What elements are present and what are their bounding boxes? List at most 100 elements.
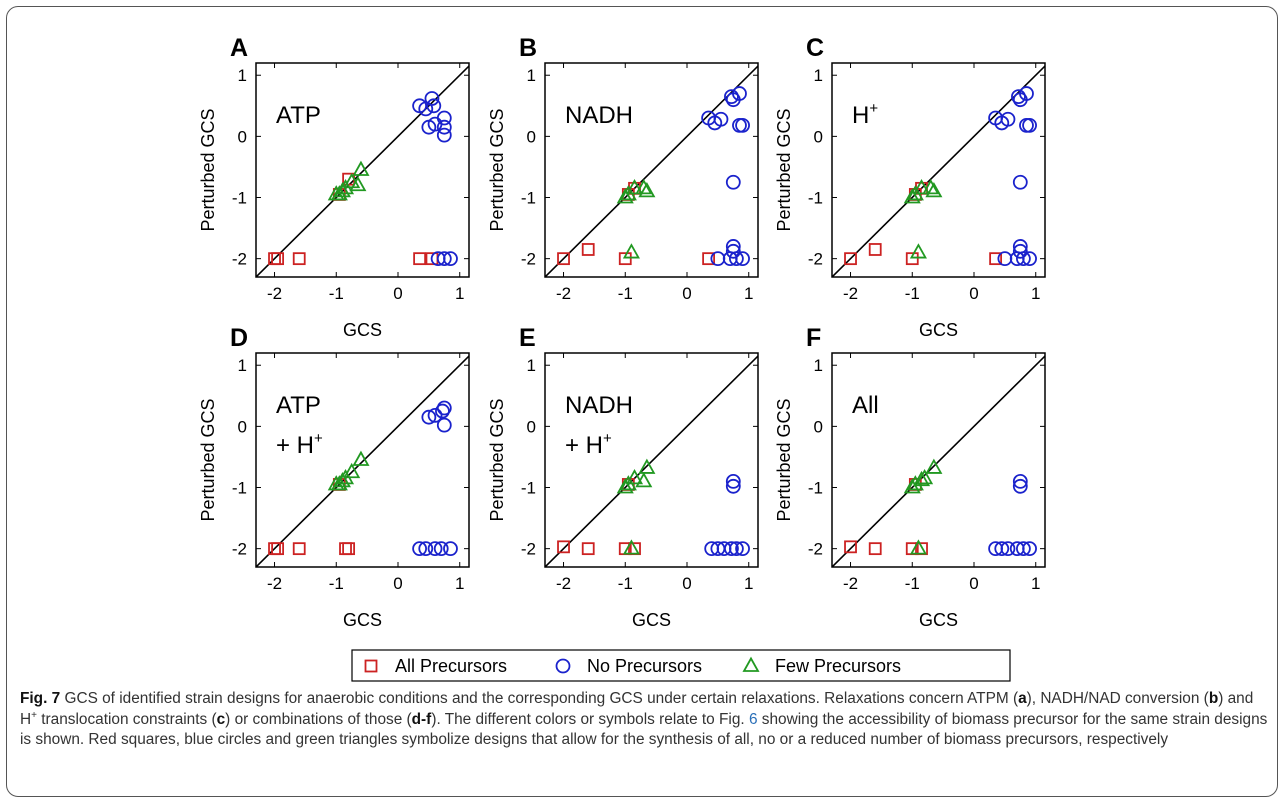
legend-item-few: Few Precursors: [742, 656, 901, 676]
point-none-precursors: [436, 127, 452, 143]
x-tick-label: 0: [969, 284, 978, 303]
x-tick-label: 0: [393, 574, 402, 593]
point-none-precursors: [1000, 541, 1016, 557]
caption-text-1: GCS of identified strain designs for ana…: [60, 690, 1019, 707]
panel-letter: B: [519, 34, 537, 62]
point-none-precursors: [1012, 473, 1028, 489]
x-tick-label: 1: [1031, 574, 1040, 593]
x-tick-label: 1: [744, 284, 753, 303]
point-few-precursors: [916, 469, 934, 485]
point-none-precursors: [1012, 243, 1028, 259]
legend-marker-circle: [555, 658, 571, 674]
point-all-precursors: [292, 252, 306, 266]
point-none-precursors: [732, 117, 747, 133]
diagonal-line: [832, 355, 1045, 567]
x-tick-label: 1: [744, 574, 753, 593]
legend-marker-square: [364, 659, 378, 673]
point-none-precursors: [424, 91, 440, 106]
point-none-precursors: [418, 541, 434, 557]
x-axis-label: GCS: [343, 610, 382, 630]
diagonal-line: [256, 355, 469, 567]
point-none-precursors: [443, 541, 458, 557]
point-none-precursors: [412, 541, 428, 557]
y-tick-label: 1: [814, 66, 823, 85]
legend: All Precursors No Precursors Few Precursor…: [351, 649, 1011, 682]
point-none-precursors: [1015, 541, 1031, 557]
point-few-precursors: [925, 458, 943, 474]
point-none-precursors: [436, 251, 452, 267]
point-few-precursors: [616, 478, 634, 494]
y-tick-label: -1: [232, 479, 247, 498]
x-tick-label: 0: [969, 574, 978, 593]
caption-text-3: ) and H: [20, 690, 1254, 728]
x-tick-label: 1: [1031, 284, 1040, 303]
point-none-precursors: [421, 409, 437, 425]
plot-frame: [544, 352, 759, 568]
point-all-precursors: [618, 252, 632, 266]
plot-frame: [831, 62, 1046, 278]
point-none-precursors: [725, 243, 741, 259]
point-all-precursors: [868, 243, 882, 256]
caption-ref-d-f: d-f: [411, 710, 432, 728]
caption-text-7: showing the accessibility of biomass pre…: [20, 710, 1268, 749]
y-axis-label: Perturbed GCS: [774, 398, 794, 521]
y-tick-label: 0: [238, 417, 247, 436]
x-axis-label: GCS: [919, 320, 958, 340]
y-tick-label: -1: [521, 479, 536, 498]
point-few-precursors: [635, 179, 653, 195]
caption-text-5: ) or combinations of those (: [225, 710, 412, 728]
y-tick-label: -2: [232, 250, 247, 269]
annotation-text: H: [852, 102, 869, 129]
annotation-superscript: +: [314, 430, 323, 447]
point-all-precursors: [342, 542, 356, 556]
point-none-precursors: [713, 111, 729, 127]
point-none-precursors: [724, 89, 739, 105]
plot-frame: [255, 352, 470, 568]
point-all-precursors: [905, 252, 919, 266]
point-few-precursors: [333, 182, 351, 198]
point-all-precursors: [339, 542, 352, 556]
y-tick-label: -2: [521, 250, 536, 269]
panel-annotation: All: [852, 392, 879, 419]
point-none-precursors: [427, 407, 443, 423]
point-none-precursors: [1011, 89, 1026, 105]
caption-ref-b: b: [1208, 690, 1219, 707]
x-tick-label: -1: [618, 284, 633, 303]
point-none-precursors: [735, 251, 750, 267]
panel-annotation: NADH: [565, 102, 633, 129]
point-all-precursors: [557, 252, 570, 266]
point-all-precursors: [292, 542, 306, 556]
panel-annotation-line2: + H+: [565, 430, 612, 459]
x-tick-label: -1: [905, 574, 920, 593]
x-tick-label: -2: [267, 284, 282, 303]
point-all-precursors: [271, 542, 285, 556]
annotation-superscript: +: [869, 100, 878, 117]
y-tick-label: -1: [521, 189, 536, 208]
diagonal-line: [545, 355, 758, 567]
point-few-precursors: [903, 188, 921, 204]
y-tick-label: 0: [238, 127, 247, 146]
point-all-precursors: [844, 252, 857, 266]
point-none-precursors: [436, 119, 452, 135]
point-few-precursors: [625, 179, 644, 195]
panel-e: -2 -2 -1 -1 0 0 1 1 E GCS Perturbed GCS NADH + H+: [487, 324, 759, 630]
x-tick-label: -2: [267, 574, 282, 593]
legend-box: [351, 649, 1011, 682]
panel-letter: D: [230, 324, 248, 352]
point-few-precursors: [903, 478, 921, 494]
point-few-precursors: [622, 539, 640, 555]
point-none-precursors: [732, 86, 747, 101]
point-none-precursors: [1000, 111, 1016, 127]
legend-marker-triangle: [742, 656, 760, 672]
panel-annotation-line2: + H+: [276, 430, 323, 459]
y-tick-label: 0: [527, 127, 536, 146]
x-axis-label: GCS: [632, 610, 671, 630]
caption-fig-6-link[interactable]: 6: [748, 710, 758, 728]
point-none-precursors: [1019, 86, 1034, 101]
y-tick-label: -1: [808, 189, 823, 208]
y-tick-label: -1: [808, 479, 823, 498]
point-few-precursors: [622, 243, 640, 259]
y-tick-label: -2: [808, 540, 823, 559]
x-tick-label: -1: [329, 284, 344, 303]
y-tick-label: -2: [232, 540, 247, 559]
